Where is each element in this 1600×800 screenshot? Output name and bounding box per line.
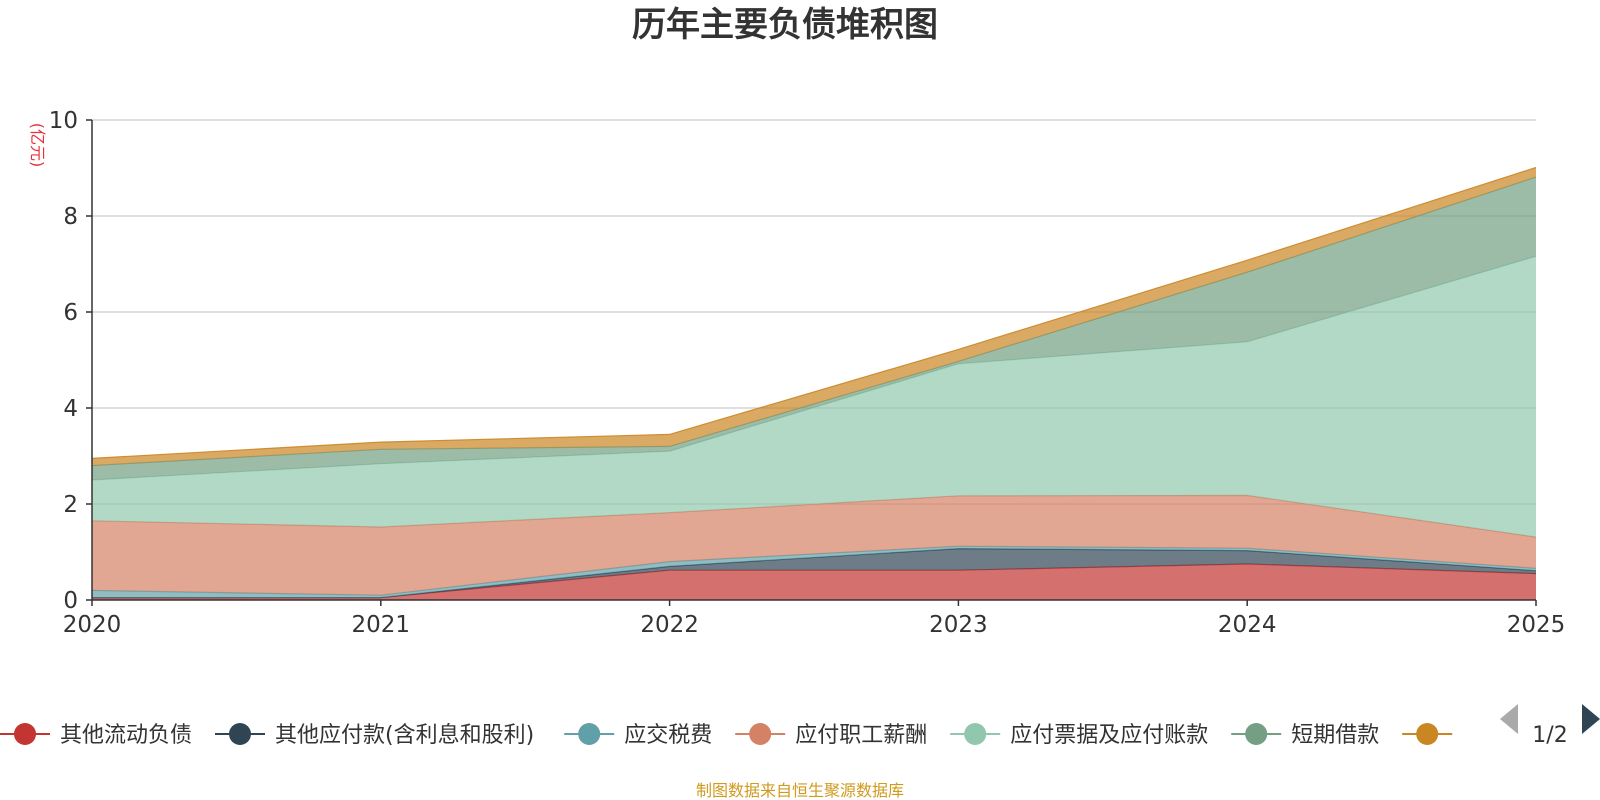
x-tick-label-0: 2020	[63, 612, 122, 638]
area-series-4	[92, 256, 1536, 538]
y-tick-label-3: 6	[63, 300, 78, 326]
y-tick-label-2: 4	[63, 396, 78, 422]
area-layer	[91, 166, 1537, 600]
legend-item-3[interactable]: 应付职工薪酬	[735, 723, 927, 748]
legend-marker-6	[1416, 723, 1439, 745]
legend[interactable]: 其他流动负债 其他应付款(含利息和股利) 应交税费 应付职工薪酬 应付票据及应付账款 短期…	[0, 723, 1453, 748]
y-axis-unit: (亿元)	[28, 123, 47, 168]
legend-label-0: 其他流动负债	[60, 723, 192, 748]
y-tick-label-0: 0	[63, 588, 78, 614]
legend-item-5[interactable]: 短期借款	[1231, 723, 1379, 748]
legend-pager: 1/2	[1500, 704, 1600, 748]
legend-label-3: 应付职工薪酬	[795, 723, 927, 748]
area-series-5	[92, 177, 1536, 480]
legend-marker-3	[749, 723, 772, 745]
line-series-3	[91, 494, 1537, 538]
legend-label-5: 短期借款	[1291, 723, 1379, 748]
area-series-3	[92, 495, 1536, 596]
axes: 0 2 4 6 8 10 2020 2021 2022 2023 2024 2025	[49, 108, 1566, 638]
legend-item-6[interactable]	[1402, 723, 1453, 745]
chart-title: 历年主要负债堆积图	[632, 5, 938, 45]
line-series-6	[91, 166, 1537, 459]
y-tick-label-1: 2	[63, 492, 78, 518]
x-tick-label-5: 2025	[1507, 612, 1566, 638]
legend-marker-2	[578, 723, 601, 745]
legend-item-1[interactable]: 其他应付款(含利息和股利)	[215, 723, 534, 748]
legend-label-2: 应交税费	[624, 723, 712, 748]
x-tick-label-3: 2023	[929, 612, 988, 638]
legend-label-1: 其他应付款(含利息和股利)	[275, 723, 534, 748]
legend-marker-1	[229, 723, 251, 745]
data-source-note: 制图数据来自恒生聚源数据库	[696, 781, 904, 800]
x-tick-label-4: 2024	[1218, 612, 1277, 638]
legend-marker-0	[14, 723, 36, 745]
legend-label-4: 应付票据及应付账款	[1010, 723, 1208, 748]
legend-item-4[interactable]: 应付票据及应付账款	[950, 723, 1208, 748]
legend-prev-page-icon[interactable]	[1500, 704, 1518, 734]
legend-item-0[interactable]: 其他流动负债	[0, 723, 192, 748]
y-tick-label-5: 10	[49, 108, 78, 134]
legend-marker-4	[964, 723, 987, 745]
area-series-1	[92, 548, 1536, 598]
area-series-2	[92, 546, 1536, 598]
x-tick-label-1: 2021	[352, 612, 411, 638]
y-tick-label-4: 8	[63, 204, 78, 230]
x-tick-label-2: 2022	[640, 612, 699, 638]
legend-next-page-icon[interactable]	[1582, 704, 1600, 734]
legend-item-2[interactable]: 应交税费	[564, 723, 712, 748]
legend-marker-5	[1245, 723, 1268, 745]
legend-page-indicator: 1/2	[1532, 723, 1567, 748]
